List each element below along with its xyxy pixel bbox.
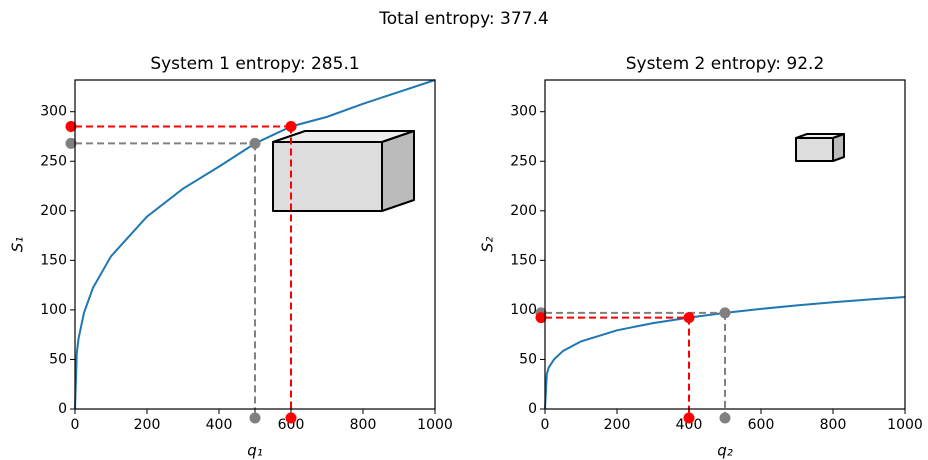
x-axis-label: q₂ bbox=[717, 442, 733, 460]
y-tick-label: 200 bbox=[510, 203, 537, 219]
y-tick-label: 150 bbox=[40, 252, 67, 268]
x-tick-label: 400 bbox=[676, 417, 703, 433]
y-tick-label: 300 bbox=[40, 104, 67, 120]
entropy-curve bbox=[74, 79, 436, 410]
x-tick-label: 0 bbox=[541, 417, 550, 433]
x-axis-marker bbox=[719, 412, 731, 424]
y-tick-label: 0 bbox=[528, 401, 537, 417]
state-marker bbox=[683, 312, 695, 324]
subplot-title: System 1 entropy: 285.1 bbox=[150, 54, 359, 74]
y-axis-label: S₂ bbox=[479, 237, 497, 253]
x-tick-label: 600 bbox=[748, 417, 775, 433]
axes-frame bbox=[544, 79, 906, 410]
subplot-title: System 2 entropy: 92.2 bbox=[626, 54, 825, 74]
y-axis-marker bbox=[65, 120, 77, 132]
x-tick-label: 800 bbox=[350, 417, 377, 433]
y-tick-label: 300 bbox=[510, 104, 537, 120]
y-tick-label: 250 bbox=[40, 153, 67, 169]
x-axis-marker bbox=[683, 412, 695, 424]
entropy-curve bbox=[544, 296, 906, 410]
x-axis-marker bbox=[285, 412, 297, 424]
y-tick-label: 50 bbox=[49, 351, 67, 367]
x-axis-label: q₁ bbox=[247, 442, 263, 460]
y-tick-label: 100 bbox=[40, 302, 67, 318]
state-marker bbox=[249, 137, 261, 149]
state-marker bbox=[719, 307, 731, 319]
y-tick-label: 0 bbox=[58, 401, 67, 417]
y-tick-label: 100 bbox=[510, 302, 537, 318]
box-icon-large bbox=[272, 130, 415, 212]
y-axis-label: S₁ bbox=[9, 237, 27, 253]
box-icon-small bbox=[795, 133, 845, 162]
x-tick-label: 1000 bbox=[417, 417, 453, 433]
y-tick-label: 50 bbox=[519, 351, 537, 367]
x-tick-label: 0 bbox=[71, 417, 80, 433]
y-tick-label: 150 bbox=[510, 252, 537, 268]
y-axis-marker bbox=[65, 137, 77, 149]
x-tick-label: 400 bbox=[206, 417, 233, 433]
x-axis-marker bbox=[249, 412, 261, 424]
axes-frame bbox=[74, 79, 436, 410]
x-tick-label: 600 bbox=[278, 417, 305, 433]
state-marker bbox=[285, 120, 297, 132]
x-tick-label: 200 bbox=[604, 417, 631, 433]
x-tick-label: 200 bbox=[134, 417, 161, 433]
y-tick-label: 250 bbox=[510, 153, 537, 169]
x-tick-label: 1000 bbox=[887, 417, 923, 433]
figure-title: Total entropy: 377.4 bbox=[378, 9, 548, 29]
y-tick-label: 200 bbox=[40, 203, 67, 219]
y-axis-marker bbox=[535, 312, 547, 324]
x-tick-label: 800 bbox=[820, 417, 847, 433]
